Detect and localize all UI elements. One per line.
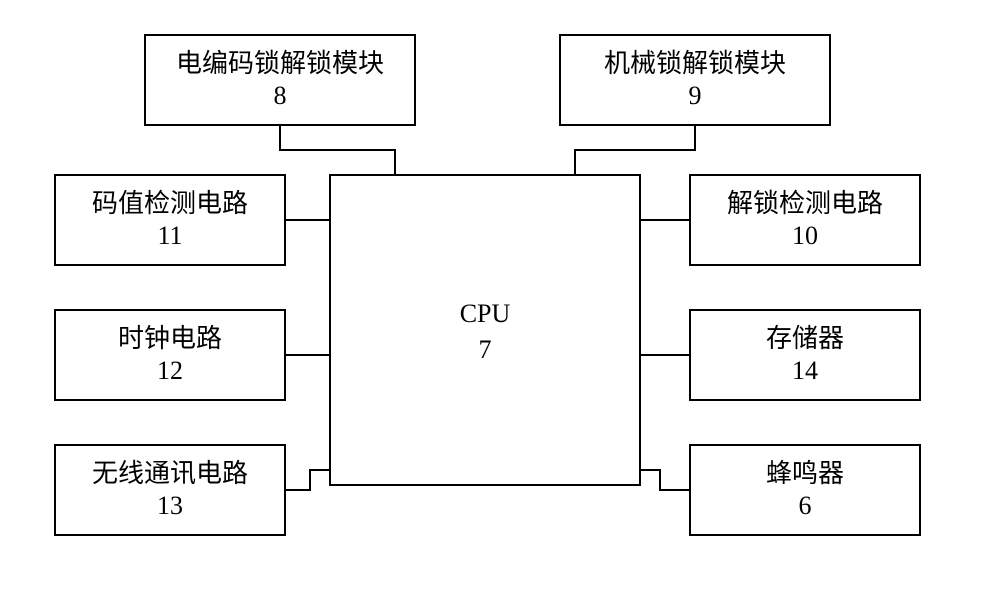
- node-n13: 无线通讯电路 13: [55, 445, 285, 535]
- node-box-n7: [330, 175, 640, 485]
- node-label-n11: 码值检测电路: [92, 189, 248, 218]
- node-number-n7: 7: [479, 335, 492, 364]
- node-n11: 码值检测电路 11: [55, 175, 285, 265]
- edge-1: [575, 125, 695, 175]
- node-n12: 时钟电路 12: [55, 310, 285, 400]
- node-n7: CPU 7: [330, 175, 640, 485]
- node-number-n11: 11: [157, 221, 182, 250]
- node-label-n13: 无线通讯电路: [92, 459, 248, 488]
- block-diagram: 电编码锁解锁模块 8 机械锁解锁模块 9 CPU 7 码值检测电路 11 时钟电路 12 无线通讯电…: [0, 0, 1000, 595]
- node-label-n6: 蜂鸣器: [766, 459, 844, 488]
- node-n6: 蜂鸣器 6: [690, 445, 920, 535]
- node-n14: 存储器 14: [690, 310, 920, 400]
- node-n9: 机械锁解锁模块 9: [560, 35, 830, 125]
- node-number-n9: 9: [689, 81, 702, 110]
- node-label-n12: 时钟电路: [118, 324, 222, 353]
- node-label-n14: 存储器: [766, 324, 844, 353]
- node-number-n8: 8: [274, 81, 287, 110]
- node-label-n8: 电编码锁解锁模块: [176, 49, 384, 78]
- node-label-n9: 机械锁解锁模块: [604, 49, 786, 78]
- node-label-n7: CPU: [460, 299, 511, 328]
- node-number-n13: 13: [157, 491, 183, 520]
- node-number-n6: 6: [799, 491, 812, 520]
- node-number-n14: 14: [792, 356, 818, 385]
- node-n8: 电编码锁解锁模块 8: [145, 35, 415, 125]
- node-n10: 解锁检测电路 10: [690, 175, 920, 265]
- node-number-n12: 12: [157, 356, 183, 385]
- node-number-n10: 10: [792, 221, 818, 250]
- node-label-n10: 解锁检测电路: [727, 189, 883, 218]
- edge-0: [280, 125, 395, 175]
- nodes: 电编码锁解锁模块 8 机械锁解锁模块 9 CPU 7 码值检测电路 11 时钟电路 12 无线通讯电…: [55, 35, 920, 535]
